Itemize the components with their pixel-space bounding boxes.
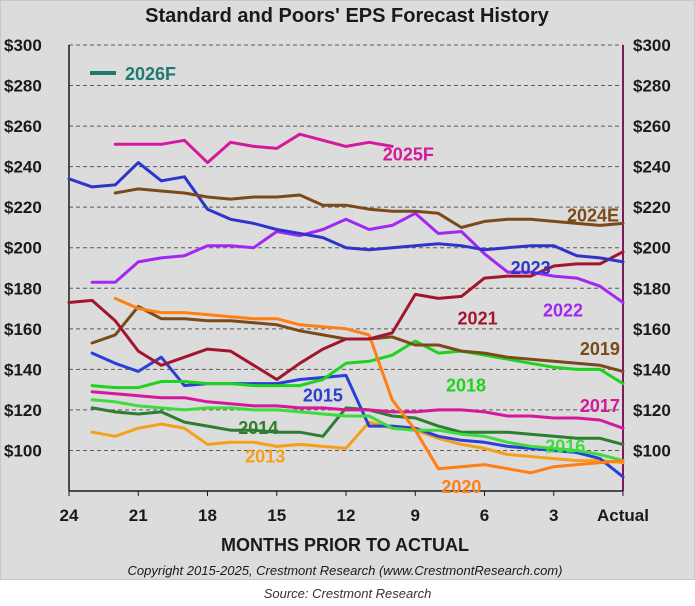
y-tick-label-left: $100 xyxy=(4,441,42,460)
y-tick-label-left: $240 xyxy=(4,158,42,177)
series-label-2025f: 2025F xyxy=(383,144,434,164)
x-axis: 24 21 18 15 12 9 6 3 Actual xyxy=(60,45,649,525)
series-label-2017: 2017 xyxy=(580,396,620,416)
y-tick-label-left: $180 xyxy=(4,279,42,298)
series-label-2022: 2022 xyxy=(543,301,583,321)
series-line-2022 xyxy=(90,211,625,304)
series-label-2023: 2023 xyxy=(511,258,551,278)
x-tick-label: 3 xyxy=(549,506,558,525)
y-tick-label-right: $260 xyxy=(633,117,671,136)
legend: 2026F xyxy=(90,64,176,84)
series-label-2018: 2018 xyxy=(446,376,486,396)
y-tick-label-left: $220 xyxy=(4,198,42,217)
y-tick-label-right: $160 xyxy=(633,320,671,339)
legend-label-2026f: 2026F xyxy=(125,64,176,84)
y-tick-label-right: $220 xyxy=(633,198,671,217)
y-axis-left: $300 $280 $260 $240 $220 $200 $180 $160 $140 $120… xyxy=(4,36,42,460)
series-label-2024e: 2024E xyxy=(567,205,619,225)
y-tick-label-left: $260 xyxy=(4,117,42,136)
series-line-2021 xyxy=(67,250,625,381)
y-tick-label-left: $140 xyxy=(4,360,42,379)
y-tick-label-left: $280 xyxy=(4,77,42,96)
series-label-2020: 2020 xyxy=(441,477,481,497)
x-tick-label: 12 xyxy=(337,506,356,525)
series-label-2016: 2016 xyxy=(545,436,585,456)
y-tick-label-right: $140 xyxy=(633,360,671,379)
series-line-2024e xyxy=(113,187,625,229)
x-axis-title: MONTHS PRIOR TO ACTUAL xyxy=(221,535,469,555)
series-line-2025f xyxy=(113,132,394,165)
x-tick-label: 6 xyxy=(480,506,489,525)
y-tick-label-left: $300 xyxy=(4,36,42,55)
y-tick-label-right: $120 xyxy=(633,401,671,420)
series-label-2014: 2014 xyxy=(238,418,278,438)
series-label-2019: 2019 xyxy=(580,339,620,359)
series-label-2015: 2015 xyxy=(303,386,343,406)
chart-title: Standard and Poors' EPS Forecast History xyxy=(145,5,550,27)
series-line-2020 xyxy=(113,296,625,475)
y-tick-label-left: $120 xyxy=(4,401,42,420)
x-tick-label: 18 xyxy=(198,506,217,525)
eps-forecast-chart: Standard and Poors' EPS Forecast History… xyxy=(4,5,671,578)
y-axis-right: $300 $280 $260 $240 $220 $200 $180 $160 $140 $120… xyxy=(633,36,671,460)
y-tick-label-left: $200 xyxy=(4,239,42,258)
x-tick-label: 21 xyxy=(129,506,148,525)
series-line-2017 xyxy=(90,390,625,430)
y-tick-label-left: $160 xyxy=(4,320,42,339)
y-tick-label-right: $280 xyxy=(633,77,671,96)
y-tick-label-right: $180 xyxy=(633,279,671,298)
y-tick-label-right: $300 xyxy=(633,36,671,55)
series-line-2013 xyxy=(90,420,625,465)
series-line-2016 xyxy=(90,398,625,463)
x-tick-label: 24 xyxy=(60,506,79,525)
series-label-2013: 2013 xyxy=(245,447,285,467)
series-lines xyxy=(67,132,625,479)
series-label-2021: 2021 xyxy=(458,309,498,329)
series-labels: 2013 2014 2015 2016 2017 2018 2019 2020 2021 2022… xyxy=(238,144,620,496)
series-line-2023 xyxy=(67,161,625,264)
source-caption: Source: Crestmont Research xyxy=(263,586,432,601)
y-tick-label-right: $100 xyxy=(633,441,671,460)
copyright-text: Copyright 2015-2025, Crestmont Research … xyxy=(128,563,563,578)
x-tick-label: 9 xyxy=(411,506,420,525)
x-tick-label: Actual xyxy=(597,506,649,525)
y-tick-label-right: $240 xyxy=(633,158,671,177)
series-line-2018 xyxy=(90,339,625,390)
y-tick-label-right: $200 xyxy=(633,239,671,258)
x-tick-label: 15 xyxy=(267,506,286,525)
